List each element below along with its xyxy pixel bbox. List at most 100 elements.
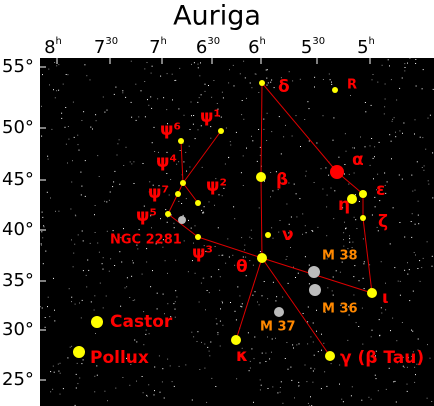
background-star — [211, 377, 213, 379]
background-star — [176, 296, 178, 298]
background-star — [162, 239, 164, 241]
background-star — [428, 183, 430, 185]
background-star — [242, 185, 244, 186]
background-star — [332, 276, 334, 278]
background-star — [67, 126, 69, 127]
object-label: ε — [376, 180, 385, 200]
background-star — [65, 74, 67, 75]
background-star — [399, 130, 401, 132]
background-star — [310, 336, 312, 338]
object-label: β — [276, 170, 288, 190]
background-star — [143, 344, 145, 346]
background-star — [123, 323, 125, 325]
background-star — [242, 256, 244, 258]
background-star — [263, 128, 265, 130]
background-star — [175, 123, 177, 125]
background-star — [198, 301, 200, 303]
background-star — [161, 242, 162, 244]
background-star — [155, 243, 157, 245]
star — [178, 216, 186, 224]
background-star — [316, 142, 318, 144]
background-star — [383, 113, 385, 115]
background-star — [174, 316, 176, 318]
background-star — [88, 269, 90, 271]
background-star — [296, 344, 298, 346]
background-star — [252, 264, 254, 266]
background-star — [251, 348, 253, 350]
star — [367, 288, 377, 298]
background-star — [72, 266, 74, 268]
ra-label: 8h — [44, 36, 62, 58]
background-star — [322, 188, 324, 190]
background-star — [116, 355, 118, 357]
background-star — [65, 143, 67, 145]
background-star — [73, 136, 75, 138]
background-star — [172, 99, 173, 101]
background-star — [417, 268, 419, 269]
background-star — [67, 357, 69, 359]
background-star — [197, 129, 199, 131]
background-star — [124, 241, 126, 243]
background-star — [373, 178, 374, 180]
background-star — [219, 289, 221, 291]
background-star — [242, 155, 244, 157]
background-star — [185, 151, 187, 153]
background-star — [165, 209, 167, 211]
background-star — [261, 295, 263, 297]
background-star — [326, 258, 328, 260]
background-star — [343, 232, 345, 234]
background-star — [137, 248, 139, 250]
background-star — [299, 198, 301, 200]
background-star — [168, 194, 170, 196]
background-star — [228, 82, 230, 84]
background-star — [148, 104, 150, 106]
background-stars — [40, 58, 434, 406]
ra-label: 7h — [149, 36, 167, 58]
background-star — [142, 163, 144, 164]
background-star — [418, 223, 420, 225]
background-star — [178, 161, 180, 163]
background-star — [267, 298, 269, 300]
background-star — [215, 318, 217, 320]
background-star — [389, 243, 391, 245]
background-star — [171, 381, 173, 383]
background-star — [325, 167, 327, 169]
background-star — [431, 255, 433, 257]
background-star — [330, 363, 332, 365]
background-star — [144, 81, 146, 82]
background-star — [178, 200, 180, 202]
constellation-line — [182, 130, 222, 184]
background-star — [191, 331, 193, 333]
background-star — [208, 292, 210, 294]
background-star — [222, 324, 224, 326]
background-star — [174, 80, 175, 81]
background-star — [247, 332, 249, 334]
star — [180, 180, 186, 186]
background-star — [158, 355, 160, 357]
background-star — [344, 164, 346, 165]
background-star — [119, 183, 121, 185]
star — [175, 191, 181, 197]
background-star — [208, 350, 210, 352]
background-star — [312, 370, 314, 372]
background-star — [362, 343, 364, 345]
background-star — [202, 277, 204, 279]
object-label: ψ⁵ — [136, 206, 157, 226]
background-star — [352, 241, 354, 243]
background-star — [342, 401, 344, 403]
background-star — [271, 79, 273, 81]
background-star — [345, 228, 346, 230]
dec-label: 55° — [2, 56, 34, 77]
background-star — [208, 201, 210, 203]
background-star — [331, 290, 333, 292]
background-star — [41, 105, 42, 107]
object-label: Pollux — [90, 348, 149, 368]
background-star — [151, 227, 152, 229]
background-star — [164, 313, 165, 315]
background-star — [185, 364, 187, 366]
background-star — [201, 114, 203, 116]
background-star — [47, 296, 49, 298]
background-star — [150, 215, 152, 217]
background-star — [243, 249, 245, 251]
background-star — [166, 151, 168, 153]
